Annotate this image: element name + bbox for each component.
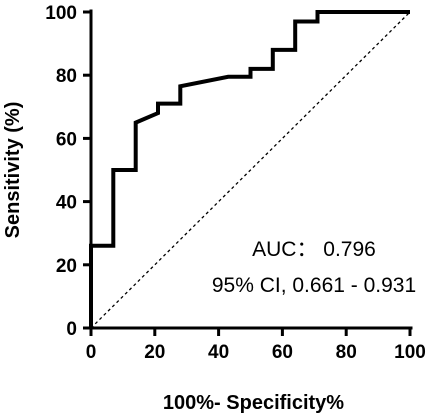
auc-annotation: AUC： 0.796 <box>252 238 376 261</box>
y-tick-label: 80 <box>56 66 77 87</box>
y-tick-label: 0 <box>66 319 77 340</box>
x-tick-label: 100 <box>394 342 426 363</box>
ci-annotation: 95% CI, 0.661 - 0.931 <box>212 274 416 297</box>
y-axis-title: Sensitivity (%) <box>2 102 24 239</box>
x-tick-label: 60 <box>272 342 293 363</box>
x-axis-title: 100%- Specificity% <box>163 392 344 414</box>
x-tick-label: 40 <box>208 342 229 363</box>
y-tick-label: 20 <box>56 256 77 277</box>
series <box>89 10 411 329</box>
y-tick-label: 40 <box>56 193 77 214</box>
reference-diagonal-line <box>90 11 411 329</box>
x-tick-label: 80 <box>336 342 357 363</box>
x-tick-label: 0 <box>86 342 97 363</box>
ticks: 0 20 40 60 80 100 0 20 40 60 80 100 <box>45 3 426 363</box>
roc-curve-line <box>89 10 410 328</box>
x-tick-label: 20 <box>144 342 165 363</box>
y-tick-label: 100 <box>45 3 77 24</box>
y-tick-label: 60 <box>56 129 77 150</box>
